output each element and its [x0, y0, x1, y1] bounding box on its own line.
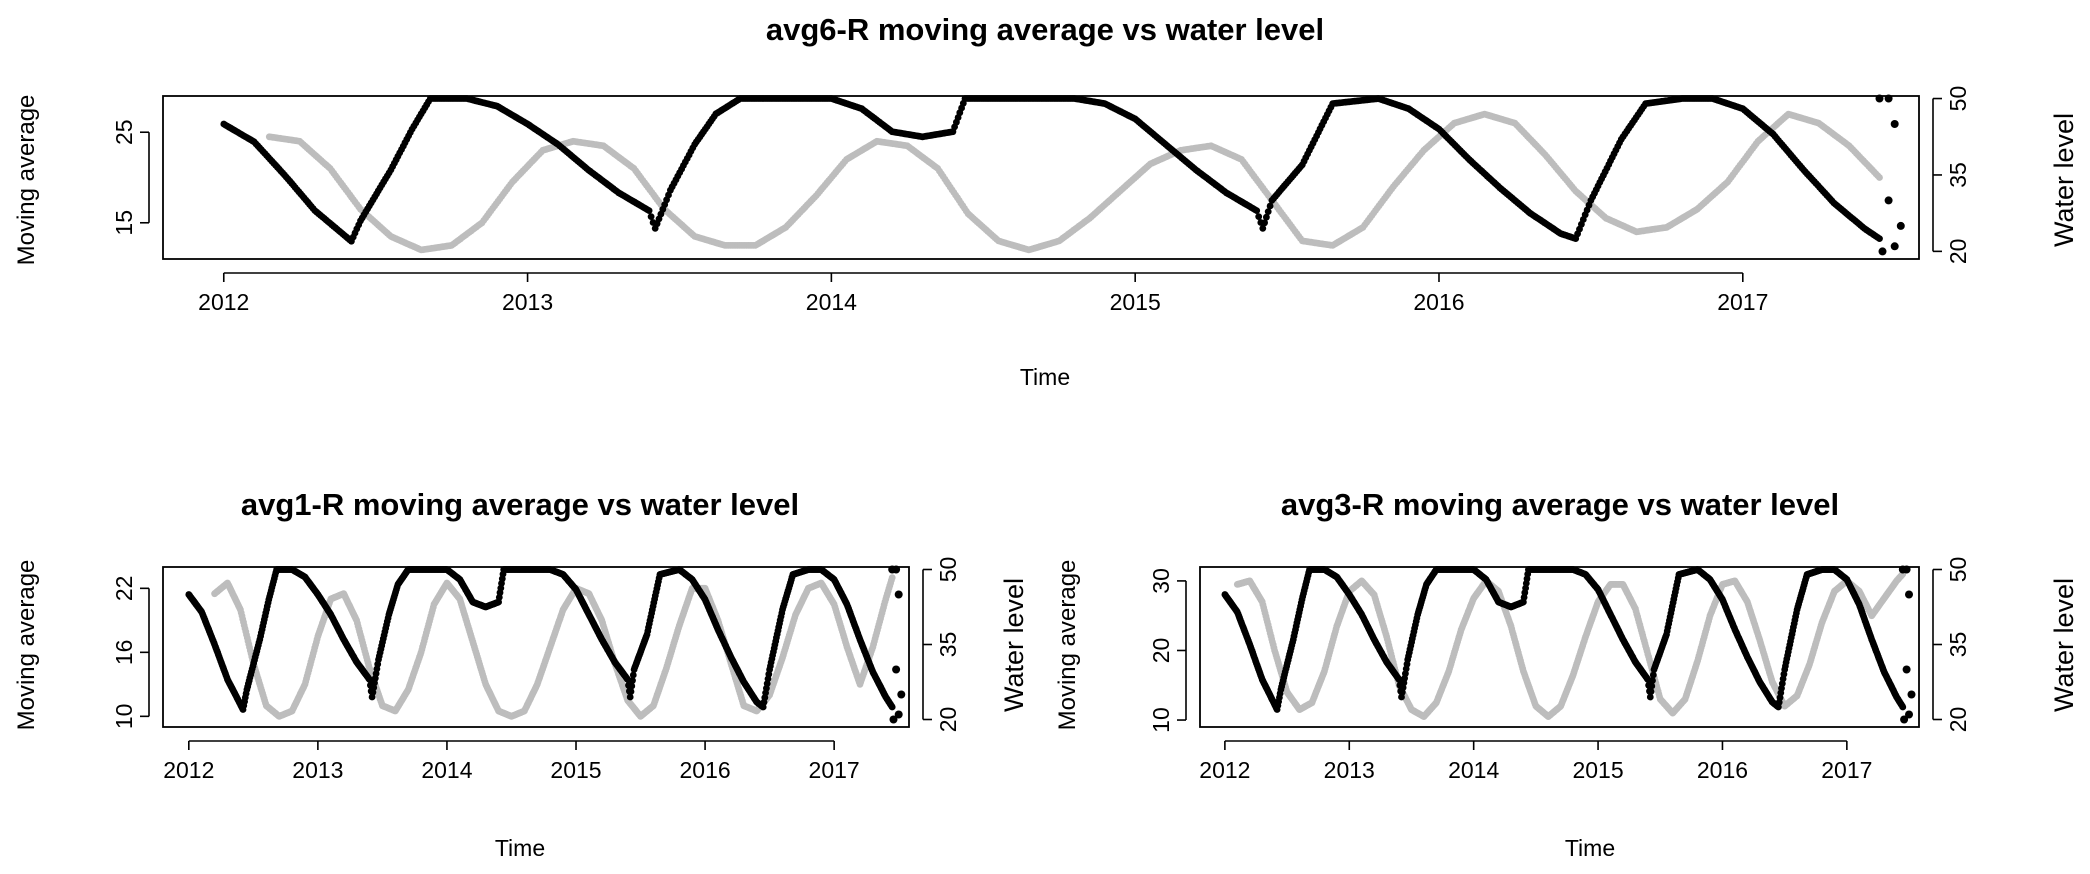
y-axis-label-right: Water level	[999, 578, 1029, 712]
series-moving-average	[1233, 570, 1907, 720]
y-axis-label-left: Moving average	[13, 560, 40, 731]
data-point	[892, 665, 901, 674]
chart-title: avg6-R moving average vs water level	[766, 12, 1324, 47]
data-point	[1266, 202, 1274, 210]
panel-avg3: avg3-R moving average vs water level Mov…	[1054, 487, 2079, 861]
y-axis-right: 20 35 50	[1932, 86, 1971, 265]
panel-avg6: avg6-R moving average vs water level Mov…	[13, 12, 2079, 390]
y-axis-right: 20 35 50	[922, 557, 961, 733]
plot-frame	[162, 566, 910, 728]
y-axis-label-right: Water level	[2049, 578, 2079, 712]
data-point	[1884, 94, 1893, 103]
data-point	[892, 565, 901, 574]
y-tick-label-left: 22	[111, 576, 137, 602]
y-tick-label-left: 10	[111, 704, 137, 730]
y-tick-label-right: 20	[935, 707, 961, 733]
y-tick-label-left: 15	[111, 210, 137, 236]
y-tick-label-right: 20	[1945, 239, 1971, 265]
series-moving-average	[211, 574, 896, 720]
data-point	[888, 574, 896, 582]
data-point	[1896, 221, 1905, 230]
chart-title: avg1-R moving average vs water level	[241, 487, 799, 522]
series-water-level	[220, 95, 1883, 245]
x-tick-label: 2013	[502, 289, 553, 315]
panel-avg1: avg1-R moving average vs water level Mov…	[13, 487, 1029, 861]
data-point	[1264, 208, 1272, 216]
x-tick-label: 2013	[292, 757, 343, 783]
data-point	[888, 703, 896, 711]
data-point	[1876, 174, 1883, 181]
x-tick-label: 2017	[809, 757, 860, 783]
data-point	[1259, 225, 1267, 232]
data-point	[647, 213, 655, 221]
y-tick-label-left: 16	[111, 640, 137, 666]
data-point	[1878, 247, 1887, 256]
data-point	[1253, 207, 1261, 215]
data-point	[1263, 213, 1270, 221]
y-tick-label-right: 35	[1945, 162, 1971, 188]
x-tick-label: 2015	[550, 757, 601, 783]
x-tick-label: 2014	[806, 289, 857, 315]
x-tick-label: 2014	[421, 757, 472, 783]
x-axis: 2012 2013 2014 2015 2016 2017	[163, 740, 860, 783]
x-tick-label: 2017	[1717, 289, 1768, 315]
data-point	[1890, 242, 1899, 251]
series-moving-average	[265, 110, 1883, 254]
y-tick-label-left: 25	[111, 119, 137, 145]
data-point	[1876, 235, 1883, 243]
x-axis: 2012 2013 2014 2015 2016 2017	[198, 272, 1768, 315]
x-tick-label: 2016	[679, 757, 730, 783]
data-point	[645, 207, 653, 215]
data-point	[889, 715, 898, 724]
y-axis-label-right: Water level	[2049, 113, 2079, 247]
x-tick-label: 2012	[163, 757, 214, 783]
y-tick-label-right: 50	[935, 557, 961, 583]
x-tick-label: 2015	[1110, 289, 1161, 315]
data-point	[894, 590, 903, 599]
y-tick-label-right: 35	[935, 632, 961, 658]
x-axis-label: Time	[495, 835, 545, 861]
y-axis-label-left: Moving average	[13, 95, 40, 266]
y-axis-label-left: Moving average	[1054, 560, 1081, 731]
data-point	[1261, 219, 1268, 227]
data-point	[1890, 120, 1899, 128]
data-point	[1884, 196, 1893, 205]
data-point	[897, 690, 906, 699]
data-point	[1255, 213, 1263, 221]
x-tick-label: 2012	[198, 289, 249, 315]
plot-frame	[162, 95, 1920, 260]
chart-title: avg3-R moving average vs water level	[1281, 487, 1839, 522]
y-axis-left: 10 16 22	[111, 576, 150, 730]
y-tick-label-right: 50	[1945, 86, 1971, 112]
x-axis-label: Time	[1020, 364, 1070, 390]
x-axis-label: Time	[1565, 835, 1615, 861]
data-point	[1875, 94, 1884, 103]
x-tick-label: 2016	[1413, 289, 1464, 315]
